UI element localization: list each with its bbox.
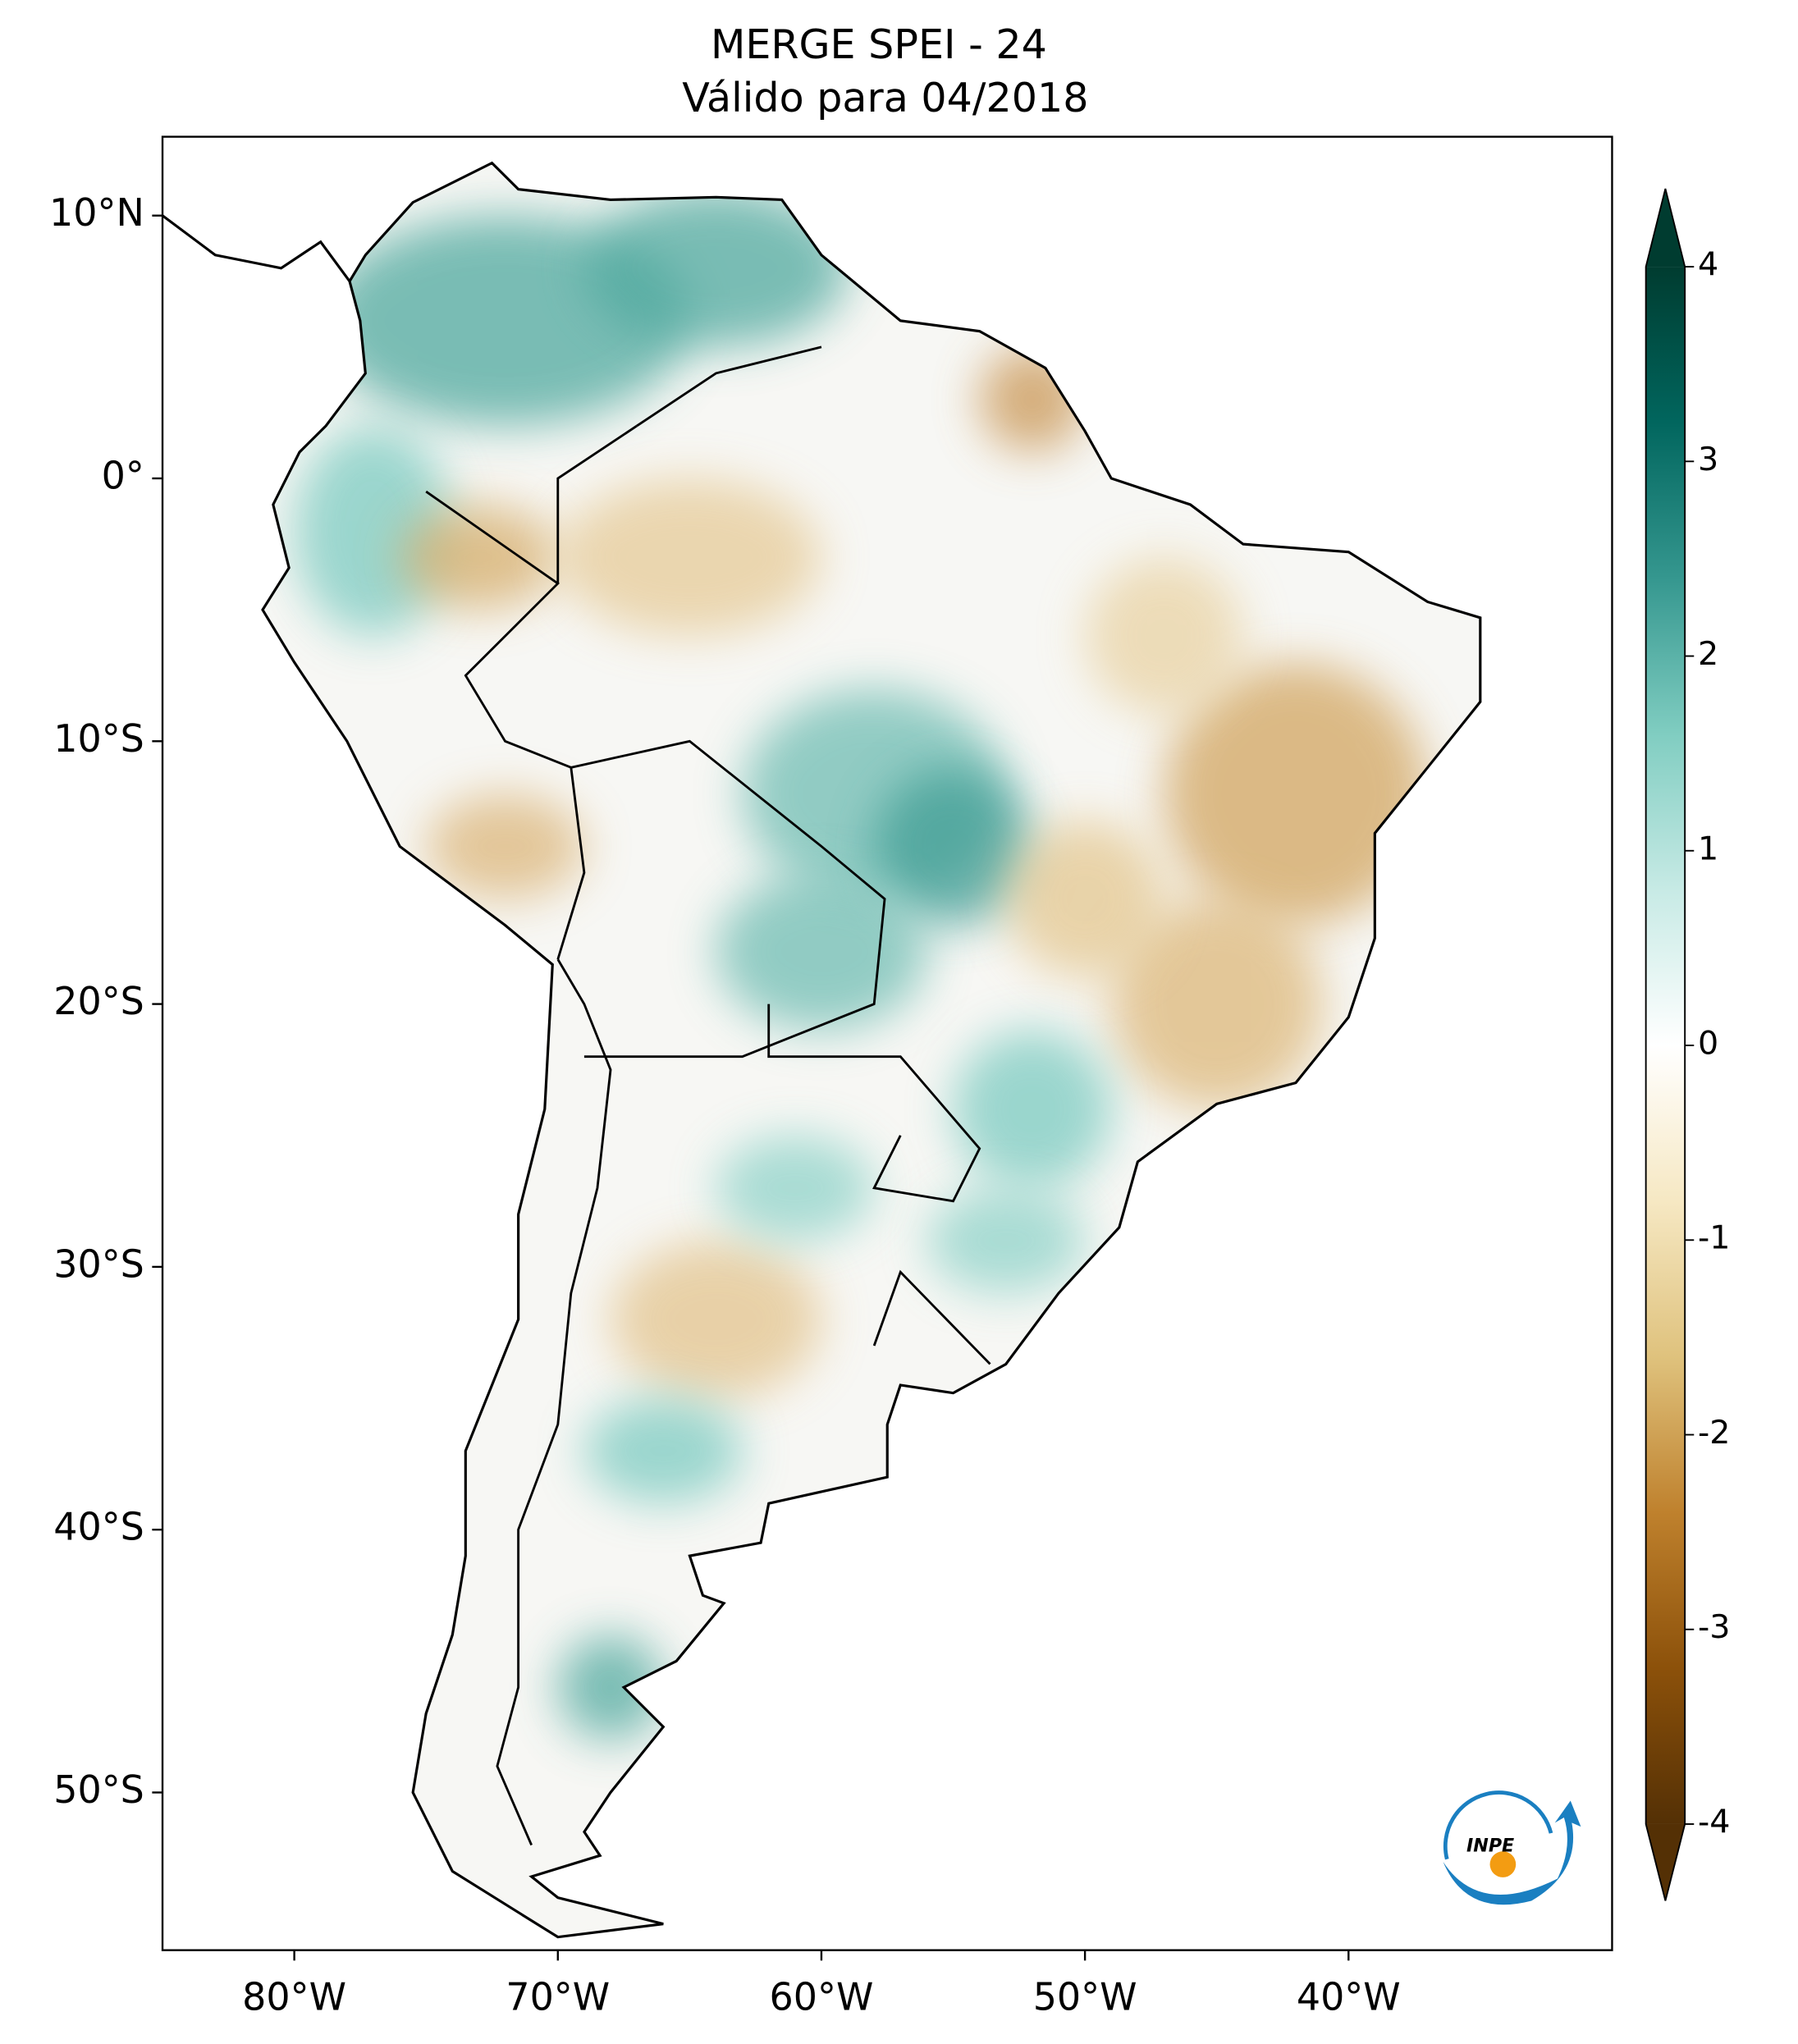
colorbar-extend — [1645, 189, 1686, 268]
anomaly-blob — [926, 1187, 1086, 1293]
y-tick-label: 50°S — [53, 1767, 144, 1812]
colorbar-tick-label: 1 — [1698, 830, 1718, 867]
colorbar-tick-label: 0 — [1698, 1025, 1718, 1063]
x-tick-label: 40°W — [1297, 1974, 1401, 2019]
anomaly-blob — [557, 1635, 664, 1740]
logo-dot — [1489, 1851, 1517, 1877]
border — [636, 345, 822, 428]
y-tick-label: 0° — [102, 454, 144, 498]
anomaly-blob — [583, 1398, 743, 1504]
colorbar-tick-label: -1 — [1698, 1219, 1730, 1257]
anomaly-blob — [557, 478, 822, 637]
colorbar-tick-label: -3 — [1698, 1608, 1730, 1646]
logo-swoosh — [1443, 1800, 1581, 1905]
border — [556, 739, 886, 1059]
anomaly-blob — [583, 189, 849, 347]
colorbar-tick-label: 4 — [1698, 246, 1718, 284]
x-tick-label: 60°W — [770, 1974, 874, 2019]
border — [425, 490, 572, 769]
axes: 80°W 70°W 60°W 50°W 40°W 10°N 0° 10°S 20°S 30°S 40… — [49, 190, 1401, 2019]
anomaly-blob — [1164, 662, 1428, 926]
y-tick-label: 10°S — [53, 716, 144, 761]
y-tick-label: 40°S — [53, 1505, 144, 1549]
border — [496, 958, 612, 1846]
anomaly-blob — [716, 872, 927, 1031]
title-line: MERGE SPEI - 24 — [711, 21, 1047, 68]
anomaly-blob — [953, 1030, 1112, 1188]
colorbar-tick-label: -4 — [1698, 1803, 1730, 1841]
colorbar-tick-label: 2 — [1698, 635, 1718, 673]
colorbar-body — [1645, 267, 1686, 1824]
colorbar-extend — [1645, 1823, 1686, 1901]
anomaly-blob — [874, 767, 1033, 926]
coastline — [162, 214, 351, 282]
anomaly-blob — [1084, 557, 1243, 716]
x-tick-label: 50°W — [1033, 1974, 1137, 2019]
border — [872, 1269, 991, 1365]
anomaly-blob — [1005, 820, 1164, 978]
anomaly-field — [263, 162, 1480, 1937]
logo: INPE — [1443, 1790, 1581, 1905]
anomaly-blob — [1111, 899, 1323, 1109]
y-tick-label: 20°S — [53, 979, 144, 1023]
anomaly-blob — [399, 505, 558, 610]
anomaly-blob — [716, 1135, 875, 1241]
map — [162, 161, 1482, 1939]
colorbar-tick-label: 3 — [1698, 441, 1718, 478]
x-tick-label: 70°W — [506, 1974, 610, 2019]
title-line: Válido para 04/2018 — [682, 74, 1088, 121]
anomaly-blob — [979, 346, 1086, 452]
colorbar-tick-label: -2 — [1698, 1414, 1730, 1452]
logo-text: INPE — [1466, 1835, 1514, 1856]
coastline — [261, 161, 1482, 1939]
border — [556, 424, 638, 584]
anomaly-blob — [426, 793, 585, 899]
border — [767, 1004, 981, 1203]
anomaly-blob — [610, 1240, 822, 1398]
x-tick-label: 80°W — [242, 1974, 346, 2019]
logo-arc — [1443, 1790, 1553, 1860]
map-frame — [161, 135, 1613, 1951]
y-tick-label: 10°N — [49, 190, 144, 235]
y-tick-label: 30°S — [53, 1241, 144, 1286]
colorbar: -4 -3 -2 -1 0 1 2 3 4 — [1645, 188, 1730, 1901]
